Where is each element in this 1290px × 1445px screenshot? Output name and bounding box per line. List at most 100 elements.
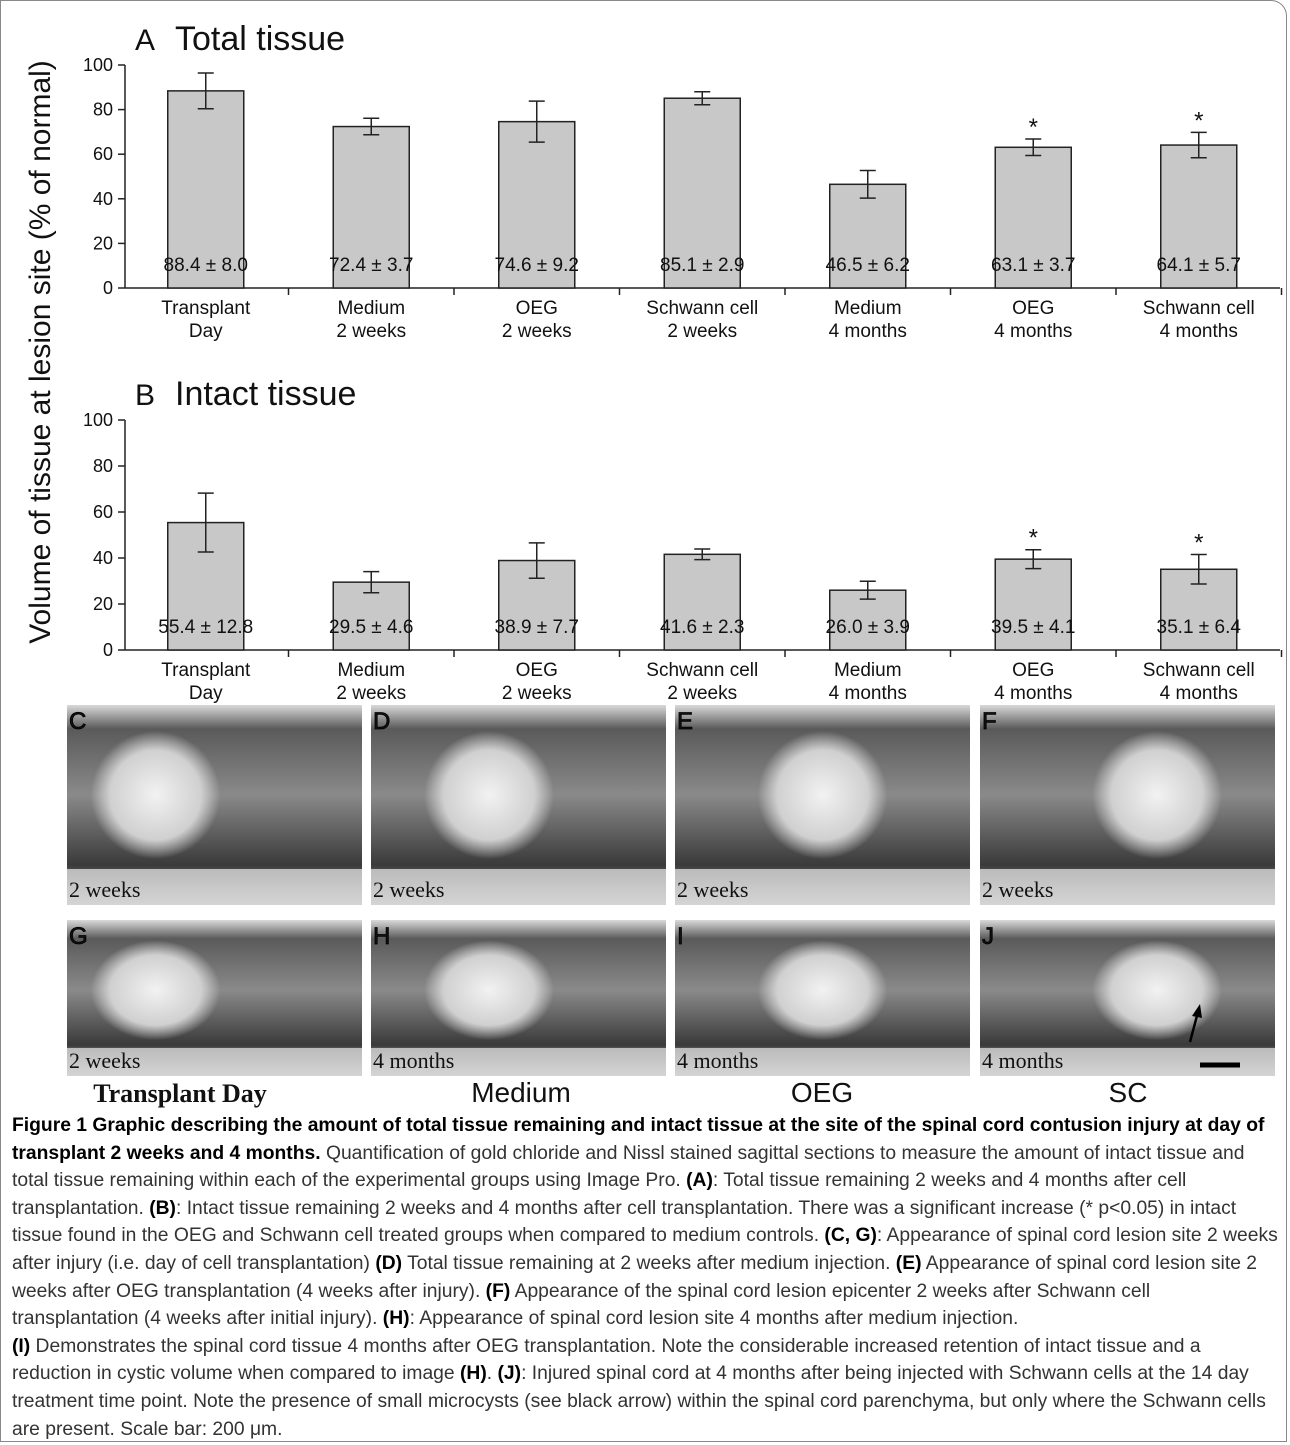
micrograph-lesion xyxy=(758,731,888,859)
value-label: 85.1 ± 2.9 xyxy=(660,255,744,276)
panel-letter: B xyxy=(135,379,155,412)
y-tick-label: 60 xyxy=(93,502,113,522)
panel-time: 2 weeks xyxy=(982,877,1053,902)
x-tick-label-line: Medium xyxy=(834,660,902,681)
micrograph-lesion xyxy=(1092,731,1222,859)
x-tick-label: Medium2 weeks xyxy=(336,298,406,342)
column-label: OEG xyxy=(791,1077,853,1108)
y-tick-label: 40 xyxy=(93,548,113,568)
x-tick-label-line: Schwann cell xyxy=(646,660,758,681)
caption-ref: (C, G) xyxy=(824,1225,876,1246)
y-tick-label: 60 xyxy=(93,144,113,164)
x-tick-label: Schwann cell2 weeks xyxy=(646,660,758,704)
y-tick-label: 0 xyxy=(103,640,113,660)
value-label: 26.0 ± 3.9 xyxy=(826,617,910,638)
value-label: 55.4 ± 12.8 xyxy=(158,617,253,638)
panel-time: 2 weeks xyxy=(69,1048,140,1073)
x-tick-label-line: Day xyxy=(189,321,223,342)
panel-letter: J xyxy=(982,923,994,950)
x-tick-label-line: Transplant xyxy=(161,298,251,319)
caption-ref: (B) xyxy=(149,1198,176,1219)
x-tick-label-line: OEG xyxy=(516,660,558,681)
x-tick-label-line: 4 months xyxy=(994,321,1072,342)
panel-letter: D xyxy=(373,708,390,735)
x-tick-label-line: 4 months xyxy=(1160,683,1238,704)
x-tick-label-line: Schwann cell xyxy=(646,298,758,319)
page: Volume of tissue at lesion site (% of no… xyxy=(0,0,1290,1445)
caption-ref: (H) xyxy=(460,1363,487,1384)
figure: Volume of tissue at lesion site (% of no… xyxy=(0,0,1290,1112)
caption-ref: (H) xyxy=(383,1308,410,1329)
x-tick-label-line: 4 months xyxy=(1160,321,1238,342)
value-label: 39.5 ± 4.1 xyxy=(991,617,1075,638)
x-tick-label-line: 2 weeks xyxy=(502,683,572,704)
x-tick-label-line: 4 months xyxy=(829,321,907,342)
micrograph-lesion xyxy=(424,940,554,1040)
x-tick-label-line: OEG xyxy=(1012,660,1054,681)
y-tick-label: 0 xyxy=(103,278,113,298)
panel-letter: H xyxy=(373,923,390,950)
panel-letter: I xyxy=(677,923,684,950)
caption-ref: (I) xyxy=(12,1336,30,1357)
value-label: 72.4 ± 3.7 xyxy=(329,255,413,276)
significance-mark: * xyxy=(1194,530,1203,557)
y-tick-label: 100 xyxy=(83,410,113,430)
value-label: 35.1 ± 6.4 xyxy=(1157,617,1242,638)
panel-time: 4 months xyxy=(373,1048,454,1073)
value-label: 29.5 ± 4.6 xyxy=(329,617,413,638)
caption-text: Total tissue remaining at 2 weeks after … xyxy=(402,1253,896,1274)
caption-ref: (J) xyxy=(497,1363,521,1384)
caption-ref: (D) xyxy=(375,1253,402,1274)
column-label: Medium xyxy=(471,1077,571,1108)
panel-letter: A xyxy=(135,24,155,57)
significance-mark: * xyxy=(1029,114,1038,141)
x-tick-label-line: OEG xyxy=(1012,298,1054,319)
caption: Figure 1 Graphic describing the amount o… xyxy=(12,1112,1278,1443)
x-tick-label-line: 4 months xyxy=(829,683,907,704)
panel-letter: G xyxy=(69,923,88,950)
panel-time: 4 months xyxy=(677,1048,758,1073)
x-tick-label: OEG4 months xyxy=(994,660,1072,704)
y-tick-label: 20 xyxy=(93,594,113,614)
value-label: 63.1 ± 3.7 xyxy=(991,255,1075,276)
x-tick-label-line: 2 weeks xyxy=(336,683,406,704)
panel-time: 2 weeks xyxy=(69,877,140,902)
column-label: SC xyxy=(1109,1077,1148,1108)
chart-title: Total tissue xyxy=(175,20,345,58)
panel-time: 2 weeks xyxy=(677,877,748,902)
y-tick-label: 80 xyxy=(93,456,113,476)
panel-time: 2 weeks xyxy=(373,877,444,902)
x-tick-label-line: Schwann cell xyxy=(1143,660,1255,681)
panel-letter: F xyxy=(982,708,997,735)
value-label: 64.1 ± 5.7 xyxy=(1157,255,1241,276)
panel-letter: E xyxy=(677,708,693,735)
x-tick-label-line: Transplant xyxy=(161,660,251,681)
panel-time: 4 months xyxy=(982,1048,1063,1073)
caption-text: : Appearance of spinal cord lesion site … xyxy=(410,1308,1019,1329)
significance-mark: * xyxy=(1194,107,1203,134)
significance-mark: * xyxy=(1029,525,1038,552)
value-label: 74.6 ± 9.2 xyxy=(495,255,579,276)
x-tick-label-line: 4 months xyxy=(994,683,1072,704)
micrograph-lesion xyxy=(91,940,221,1040)
caption-text: . xyxy=(487,1363,498,1384)
micrograph-lesion xyxy=(91,731,221,859)
x-tick-label-line: 2 weeks xyxy=(336,321,406,342)
x-tick-label-line: Medium xyxy=(337,298,405,319)
caption-ref: (F) xyxy=(486,1281,511,1302)
x-tick-label-line: 2 weeks xyxy=(667,321,737,342)
x-tick-label-line: OEG xyxy=(516,298,558,319)
y-tick-label: 40 xyxy=(93,189,113,209)
value-label: 38.9 ± 7.7 xyxy=(495,617,579,638)
